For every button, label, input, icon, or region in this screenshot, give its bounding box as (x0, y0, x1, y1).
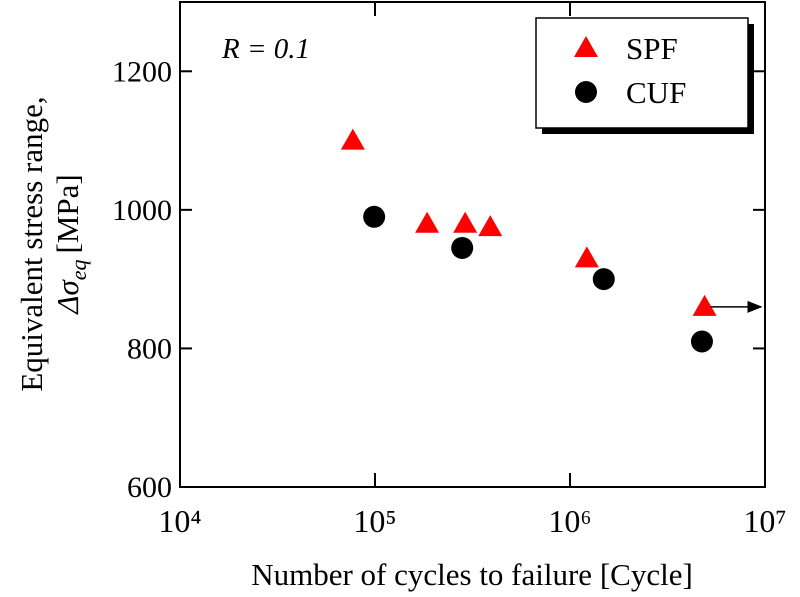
y-subscript: eq (66, 259, 91, 280)
triangle-marker (478, 215, 503, 237)
y-tick-label: 800 (127, 332, 172, 365)
x-axis-title: Number of cycles to failure [Cycle] (251, 557, 693, 592)
y-unit: [MPa] (50, 174, 85, 253)
circle-marker (575, 81, 597, 103)
y-axis-title: Equivalent stress range, Δσeq [MPa] (14, 96, 91, 391)
plot-frame (179, 1, 766, 488)
x-tick-label: 10⁴ (158, 503, 201, 539)
x-tick-label: 10⁵ (353, 503, 396, 539)
annotation: R = 0.1 (221, 33, 310, 65)
legend-label: SPF (626, 31, 678, 66)
y-tick-label: 600 (127, 471, 172, 504)
triangle-marker (692, 294, 717, 316)
triangle-marker (453, 211, 478, 233)
circle-marker (592, 268, 615, 291)
x-tick-label: 10⁷ (743, 503, 786, 539)
circle-marker (363, 205, 386, 228)
triangle-marker (415, 211, 440, 233)
y-axis-title-line1: Equivalent stress range, (14, 96, 49, 391)
legend-box (535, 17, 749, 129)
triangle-marker (574, 246, 599, 268)
triangle-marker (340, 128, 365, 150)
circle-marker (451, 236, 474, 259)
triangle-marker (574, 36, 598, 57)
y-tick-label: 1200 (112, 55, 172, 88)
circle-marker (690, 330, 713, 353)
y-tick-label: 1000 (112, 194, 172, 227)
x-tick-label: 10⁶ (548, 503, 591, 539)
legend-label: CUF (626, 75, 686, 110)
y-axis-title-line2: Δσeq [MPa] (50, 174, 91, 315)
y-symbol: Δσ (50, 279, 85, 316)
